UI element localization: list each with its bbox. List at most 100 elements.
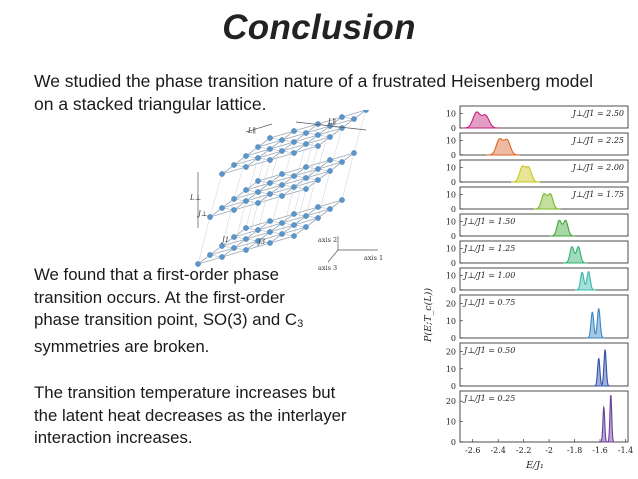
lattice-site	[267, 146, 273, 152]
x-tick-label: -2.6	[465, 446, 480, 455]
lattice-bond	[221, 238, 247, 247]
y-tick-label: 10	[446, 244, 456, 253]
lattice-bond	[257, 233, 283, 242]
lattice-site	[231, 207, 237, 213]
interlayer-bond	[269, 184, 283, 233]
histogram-panel: 0 10 J⊥/J1 = 1.25	[446, 240, 629, 268]
lattice-bond	[257, 195, 283, 204]
histogram-panel: 0 10 J⊥/J1 = 1.50	[446, 213, 629, 241]
lattice-bond	[245, 242, 271, 251]
lattice-site	[231, 234, 237, 240]
lattice-site	[327, 168, 333, 174]
lattice-bond	[281, 226, 307, 235]
histogram-area	[575, 270, 596, 291]
lattice-site	[279, 231, 285, 237]
interlayer-bond	[305, 168, 319, 217]
lattice-site	[339, 125, 345, 131]
y-tick-label: 10	[446, 271, 456, 280]
lattice-site	[291, 173, 297, 179]
lattice-bond	[245, 182, 271, 191]
lattice-bond	[233, 191, 259, 200]
lattice-site	[195, 261, 201, 267]
lattice-site	[303, 175, 309, 181]
energy-histogram-chart: 0 10 J⊥/J1 = 2.50 0 10 J⊥/J1 = 2.25 0 10 J⊥/J1 =…	[423, 105, 633, 471]
y-tick-label: 0	[451, 205, 456, 214]
lattice-bond	[305, 125, 331, 134]
interlayer-bond	[245, 180, 259, 229]
lattice-site	[243, 236, 249, 242]
interlayer-bond	[317, 125, 331, 170]
lattice-site	[231, 162, 237, 168]
lattice-bond	[293, 206, 319, 215]
lattice-site	[255, 144, 261, 150]
x-tick-label: -1.6	[592, 446, 607, 455]
lattice-bond	[257, 173, 283, 182]
lattice-bond	[281, 166, 307, 175]
lattice-site	[291, 211, 297, 217]
lattice-bond	[245, 148, 271, 157]
lattice-site	[327, 157, 333, 163]
label-axis2: axis 2	[318, 236, 337, 244]
panel-frame	[459, 342, 629, 387]
histogram-area	[549, 219, 576, 237]
lattice-bond	[293, 168, 319, 177]
l-par-bracket	[295, 121, 367, 131]
interlayer-bond	[257, 137, 271, 182]
label-l-par-top: L∥	[247, 127, 256, 135]
lattice-bond	[233, 202, 259, 211]
lattice-site	[315, 177, 321, 183]
finding-text: We found that a first-order phase transi…	[34, 265, 298, 329]
histogram-area	[599, 394, 615, 443]
label-j3: J3	[256, 238, 266, 246]
histogram-panel: 0 10 20 J⊥/J1 = 0.25	[446, 390, 629, 447]
lattice-bond	[293, 134, 319, 143]
lattice-bond	[293, 123, 319, 132]
lattice-site	[327, 206, 333, 212]
panel-label: J⊥/J1 = 2.50	[571, 109, 624, 118]
lattice-bond	[305, 208, 331, 217]
panel-label: J⊥/J1 = 2.00	[571, 163, 624, 172]
lattice-annotations	[197, 121, 378, 263]
lattice-bond	[281, 132, 307, 141]
lattice-site	[315, 215, 321, 221]
histogram-panel: 0 10 20 J⊥/J1 = 0.75	[446, 294, 629, 343]
lattice-site	[243, 247, 249, 253]
histogram-panel: 0 10 J⊥/J1 = 1.00	[446, 267, 629, 295]
finding-temperature: The transition temperature increases but…	[34, 383, 347, 447]
finding-first-order: We found that a first-order phase transi…	[34, 264, 334, 358]
lattice-bond	[245, 193, 271, 202]
label-j-perp: J⊥	[196, 210, 207, 218]
lattice-site	[207, 252, 213, 258]
panel-frame	[459, 132, 629, 156]
y-tick-label: 10	[446, 136, 456, 145]
lattice-bond	[293, 179, 319, 188]
histogram-area	[586, 308, 605, 339]
histogram-area	[563, 246, 588, 264]
lattice-bond	[281, 177, 307, 186]
lattice-figure: L∥ L∥ L⊥ J⊥ J1 J3 axis 2 axis 1 axis 3	[189, 110, 383, 272]
interlayer-bond	[329, 127, 343, 172]
lattice-site	[291, 233, 297, 239]
lattice-site	[243, 153, 249, 159]
lattice-site	[243, 198, 249, 204]
lattice-site	[267, 191, 273, 197]
lattice-site	[267, 180, 273, 186]
y-tick-label: 0	[451, 286, 456, 295]
interlayer-bond	[281, 186, 295, 235]
lattice-bond	[209, 247, 235, 256]
lattice-bond	[257, 139, 283, 148]
histogram-panel: 0 10 J⊥/J1 = 2.50	[446, 105, 629, 133]
x-tick-label: -2.4	[490, 446, 505, 455]
interlayer-bond	[353, 110, 367, 154]
lattice-bond	[245, 220, 271, 229]
lattice-site	[279, 171, 285, 177]
lattice-bond	[233, 229, 259, 238]
lattice-bond	[221, 200, 247, 209]
lattice-bond	[305, 159, 331, 168]
y-tick-label: 10	[446, 190, 456, 199]
lattice-site	[243, 225, 249, 231]
lattice-site	[279, 182, 285, 188]
panel-label: J⊥/J1 = 0.75	[462, 298, 515, 307]
lattice-bond	[281, 215, 307, 224]
lattice-bond	[281, 188, 307, 197]
